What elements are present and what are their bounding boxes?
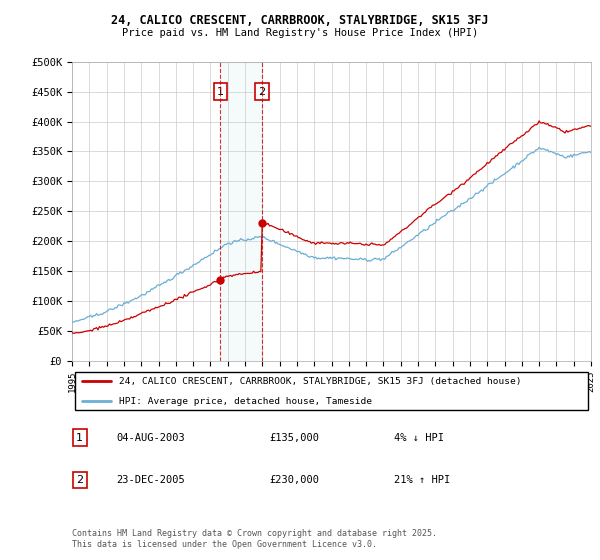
- FancyBboxPatch shape: [74, 372, 589, 409]
- Text: £230,000: £230,000: [269, 475, 319, 485]
- Text: 2: 2: [76, 475, 83, 485]
- Bar: [220, 62, 262, 361]
- Text: Price paid vs. HM Land Registry's House Price Index (HPI): Price paid vs. HM Land Registry's House …: [122, 28, 478, 38]
- Text: Contains HM Land Registry data © Crown copyright and database right 2025.
This d: Contains HM Land Registry data © Crown c…: [72, 529, 437, 549]
- Text: HPI: Average price, detached house, Tameside: HPI: Average price, detached house, Tame…: [119, 396, 372, 405]
- Text: 24, CALICO CRESCENT, CARRBROOK, STALYBRIDGE, SK15 3FJ: 24, CALICO CRESCENT, CARRBROOK, STALYBRI…: [111, 14, 489, 27]
- Text: 2: 2: [258, 87, 265, 96]
- Text: 21% ↑ HPI: 21% ↑ HPI: [394, 475, 450, 485]
- Text: 1: 1: [76, 432, 83, 442]
- Text: 04-AUG-2003: 04-AUG-2003: [116, 432, 185, 442]
- Text: 4% ↓ HPI: 4% ↓ HPI: [394, 432, 444, 442]
- Text: 1: 1: [217, 87, 224, 96]
- Text: 23-DEC-2005: 23-DEC-2005: [116, 475, 185, 485]
- Text: 24, CALICO CRESCENT, CARRBROOK, STALYBRIDGE, SK15 3FJ (detached house): 24, CALICO CRESCENT, CARRBROOK, STALYBRI…: [119, 377, 521, 386]
- Text: £135,000: £135,000: [269, 432, 319, 442]
